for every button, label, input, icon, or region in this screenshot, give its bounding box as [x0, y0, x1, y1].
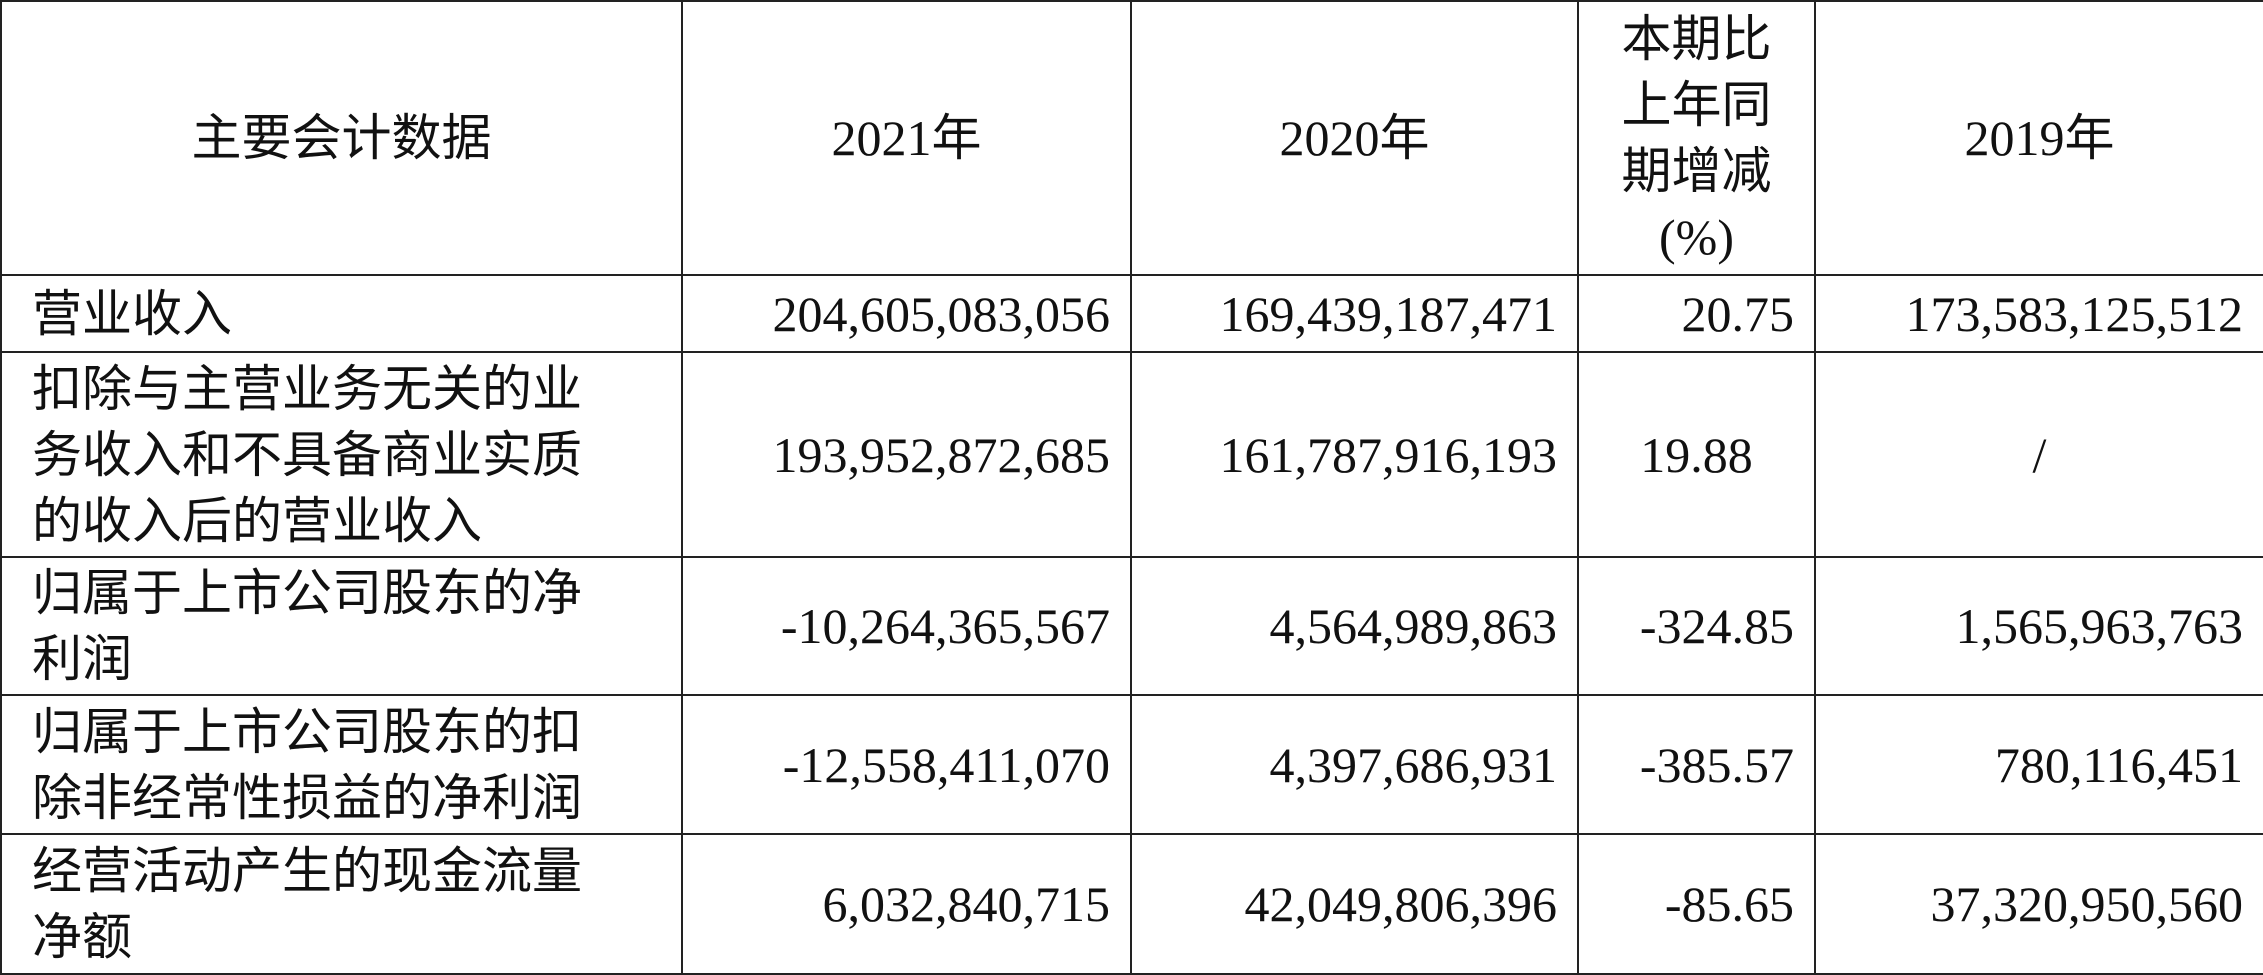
table-row: 营业收入 204,605,083,056 169,439,187,471 20.75 1… — [0, 274, 2263, 353]
table-row: 归属于上市公司股东的扣除非经常性损益的净利润 -12,558,411,070 4,3… — [0, 694, 2263, 835]
table-cell: -324.85 — [1577, 556, 1816, 696]
table-cell: 169,439,187,471 — [1130, 274, 1579, 353]
table-cell: 2019年 — [1814, 0, 2263, 276]
table-cell: 780,116,451 — [1814, 694, 2263, 835]
table-cell: 主要会计数据 — [0, 0, 683, 276]
table-cell: -385.57 — [1577, 694, 1816, 835]
table-cell: 4,397,686,931 — [1130, 694, 1579, 835]
table-cell: 204,605,083,056 — [681, 274, 1132, 353]
table-cell: 37,320,950,560 — [1814, 833, 2263, 975]
table-cell: -12,558,411,070 — [681, 694, 1132, 835]
table-cell: 扣除与主营业务无关的业务收入和不具备商业实质的收入后的营业收入 — [0, 351, 683, 558]
table-cell: -85.65 — [1577, 833, 1816, 975]
table-cell: 归属于上市公司股东的净利润 — [0, 556, 683, 696]
table-cell: 173,583,125,512 — [1814, 274, 2263, 353]
table-cell: 1,565,963,763 — [1814, 556, 2263, 696]
table-cell: 2021年 — [681, 0, 1132, 276]
table-row: 扣除与主营业务无关的业务收入和不具备商业实质的收入后的营业收入 193,952,8… — [0, 351, 2263, 558]
table-cell: 19.88 — [1577, 351, 1816, 558]
table-cell: 2020年 — [1130, 0, 1579, 276]
table-cell: 20.75 — [1577, 274, 1816, 353]
table-cell: 4,564,989,863 — [1130, 556, 1579, 696]
table-cell: / — [1814, 351, 2263, 558]
table-cell: 营业收入 — [0, 274, 683, 353]
table-row: 归属于上市公司股东的净利润 -10,264,365,567 4,564,989,86… — [0, 556, 2263, 696]
table-cell: 经营活动产生的现金流量净额 — [0, 833, 683, 975]
table-cell: 42,049,806,396 — [1130, 833, 1579, 975]
table-cell: -10,264,365,567 — [681, 556, 1132, 696]
table-cell: 161,787,916,193 — [1130, 351, 1579, 558]
table-row: 主要会计数据 2021年 2020年 本期比上年同期增减(%) 2019年 — [0, 0, 2263, 276]
table-cell: 193,952,872,685 — [681, 351, 1132, 558]
table-row: 经营活动产生的现金流量净额 6,032,840,715 42,049,806,396… — [0, 833, 2263, 975]
table-cell: 6,032,840,715 — [681, 833, 1132, 975]
table-cell: 归属于上市公司股东的扣除非经常性损益的净利润 — [0, 694, 683, 835]
table-cell: 本期比上年同期增减(%) — [1577, 0, 1816, 276]
